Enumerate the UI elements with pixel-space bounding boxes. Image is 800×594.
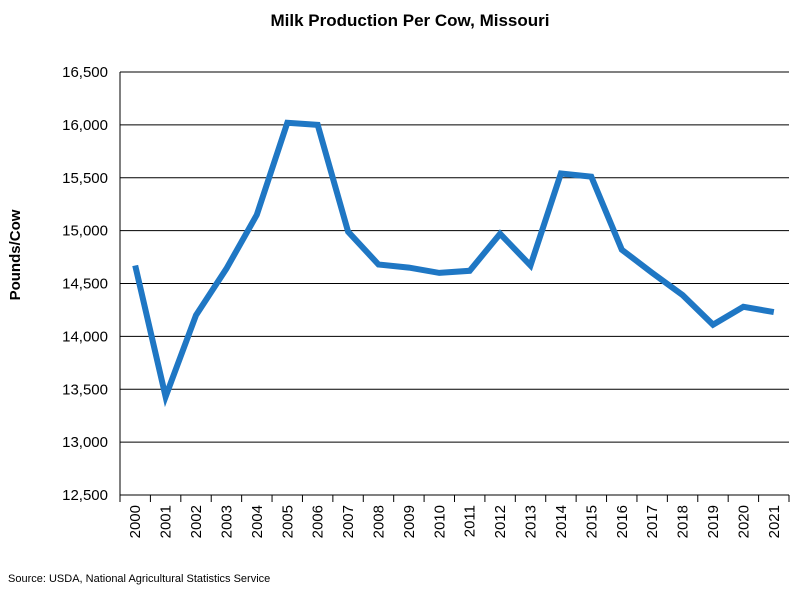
y-tick-label: 15,500 [62,170,108,187]
x-tick-label: 2006 [310,505,327,538]
x-tick-label: 2021 [766,505,783,538]
x-tick-label: 2012 [492,505,509,538]
y-tick-label: 16,000 [62,117,108,134]
y-tick-label: 14,000 [62,328,108,345]
y-tick-label: 13,000 [62,434,108,451]
y-tick-labels: 12,500 13,000 13,500 14,000 14,500 15,000 15,5… [62,64,108,504]
x-tick-label: 2020 [735,505,752,538]
x-tick-label: 2015 [583,505,600,538]
y-tick-label: 16,500 [62,64,108,81]
x-axis [119,72,790,502]
series-group [132,119,775,408]
x-tick-label: 2014 [553,505,570,538]
source-note: Source: USDA, National Agricultural Stat… [8,573,270,585]
x-tick-label: 2010 [431,505,448,538]
y-axis-title: Pounds/Cow [7,209,24,300]
x-tick-label: 2019 [705,505,722,538]
x-tick-label: 2016 [614,505,631,538]
x-tick-label: 2002 [188,505,205,538]
gridlines [120,71,789,496]
x-tick-label: 2011 [462,505,479,537]
y-tick-label: 12,500 [62,487,108,504]
x-tick-label: 2017 [644,505,661,538]
x-tick-label: 2004 [249,505,266,538]
x-tick-label: 2013 [523,505,540,538]
x-tick-label: 2000 [127,505,144,538]
x-tick-label: 2018 [675,505,692,538]
x-tick-label: 2003 [218,505,235,538]
series-line-0 [132,119,775,408]
y-tick-label: 14,500 [62,276,108,293]
x-tick-label: 2005 [279,505,296,538]
chart-title: Milk Production Per Cow, Missouri [271,11,550,30]
x-tick-labels: 2000 2001 2002 2003 2004 2005 2006 2007 2008 2009… [127,505,783,538]
x-tick-label: 2009 [401,505,418,538]
x-tick-label: 2008 [370,505,387,538]
x-tick-label: 2007 [340,505,357,538]
y-tick-label: 15,000 [62,223,108,240]
y-tick-label: 13,500 [62,381,108,398]
x-tick-label: 2001 [158,505,175,538]
